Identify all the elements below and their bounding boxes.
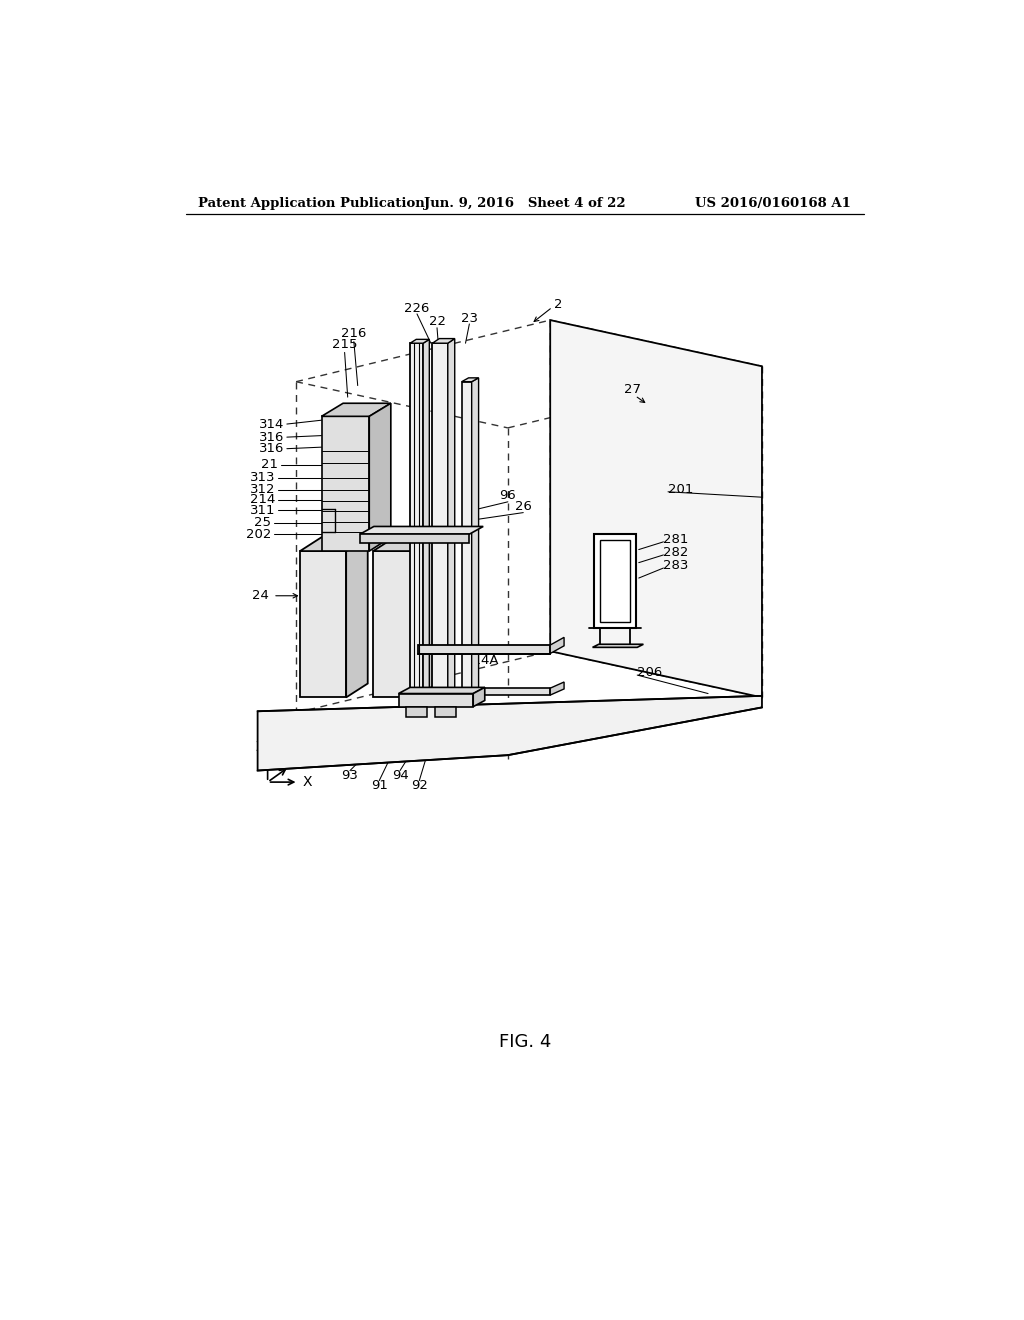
Polygon shape [550,682,564,696]
Text: 282: 282 [664,546,689,560]
Polygon shape [360,535,469,544]
Polygon shape [398,688,484,693]
Polygon shape [594,535,636,628]
Polygon shape [258,696,762,771]
Polygon shape [432,339,455,343]
Text: 216: 216 [341,327,367,341]
Polygon shape [416,537,437,697]
Text: US 2016/0160168 A1: US 2016/0160168 A1 [695,197,851,210]
Text: 311: 311 [250,504,275,517]
Text: 201: 201 [668,483,693,496]
Text: 313: 313 [250,471,275,484]
Polygon shape [418,688,550,696]
Polygon shape [462,381,472,701]
Polygon shape [432,343,447,701]
Polygon shape [447,339,455,701]
Text: X: X [303,775,312,789]
Text: 91: 91 [371,779,388,792]
Text: 9: 9 [333,746,341,759]
Text: 95: 95 [258,721,275,733]
Text: 24: 24 [252,589,269,602]
Polygon shape [322,404,391,416]
Polygon shape [300,537,368,552]
Text: 214A: 214A [464,653,498,667]
Polygon shape [373,552,416,697]
Polygon shape [472,378,478,701]
Text: Z: Z [255,741,264,755]
Polygon shape [600,540,630,622]
Text: 27: 27 [624,383,641,396]
Text: 202: 202 [246,528,271,541]
Text: 281: 281 [664,533,689,546]
Text: 25: 25 [255,516,271,529]
Polygon shape [473,688,484,706]
Polygon shape [423,339,429,701]
Text: Y: Y [293,754,301,767]
Polygon shape [360,527,483,535]
Text: 215: 215 [332,338,357,351]
Text: 314: 314 [259,417,285,430]
Text: 316: 316 [259,430,285,444]
Text: 94: 94 [392,770,409,783]
Polygon shape [435,706,456,717]
Text: 92: 92 [411,779,428,792]
Polygon shape [410,343,423,701]
Text: 312: 312 [250,483,275,496]
Polygon shape [593,644,643,647]
Text: Patent Application Publication: Patent Application Publication [199,197,425,210]
Text: 316: 316 [259,442,285,455]
Text: Jun. 9, 2016   Sheet 4 of 22: Jun. 9, 2016 Sheet 4 of 22 [424,197,626,210]
Polygon shape [462,378,478,381]
Text: 26: 26 [515,500,531,513]
Polygon shape [410,339,429,343]
Text: 93: 93 [342,770,358,783]
Text: FIG. 4: FIG. 4 [499,1034,551,1051]
Polygon shape [300,552,346,697]
Text: 283: 283 [664,560,689,573]
Text: 2: 2 [554,298,562,312]
Polygon shape [418,645,550,653]
Text: 96: 96 [500,490,516,502]
Text: 226: 226 [404,302,430,315]
Polygon shape [398,693,473,706]
Polygon shape [346,537,368,697]
Polygon shape [550,638,564,653]
Polygon shape [407,706,427,717]
Polygon shape [550,321,762,697]
Text: 206: 206 [637,667,663,680]
Polygon shape [373,537,437,552]
Text: 214: 214 [250,492,275,506]
Text: 23: 23 [461,312,478,325]
Polygon shape [322,416,370,552]
Text: 21: 21 [261,458,279,471]
Polygon shape [370,404,391,552]
Text: 22: 22 [428,315,445,329]
